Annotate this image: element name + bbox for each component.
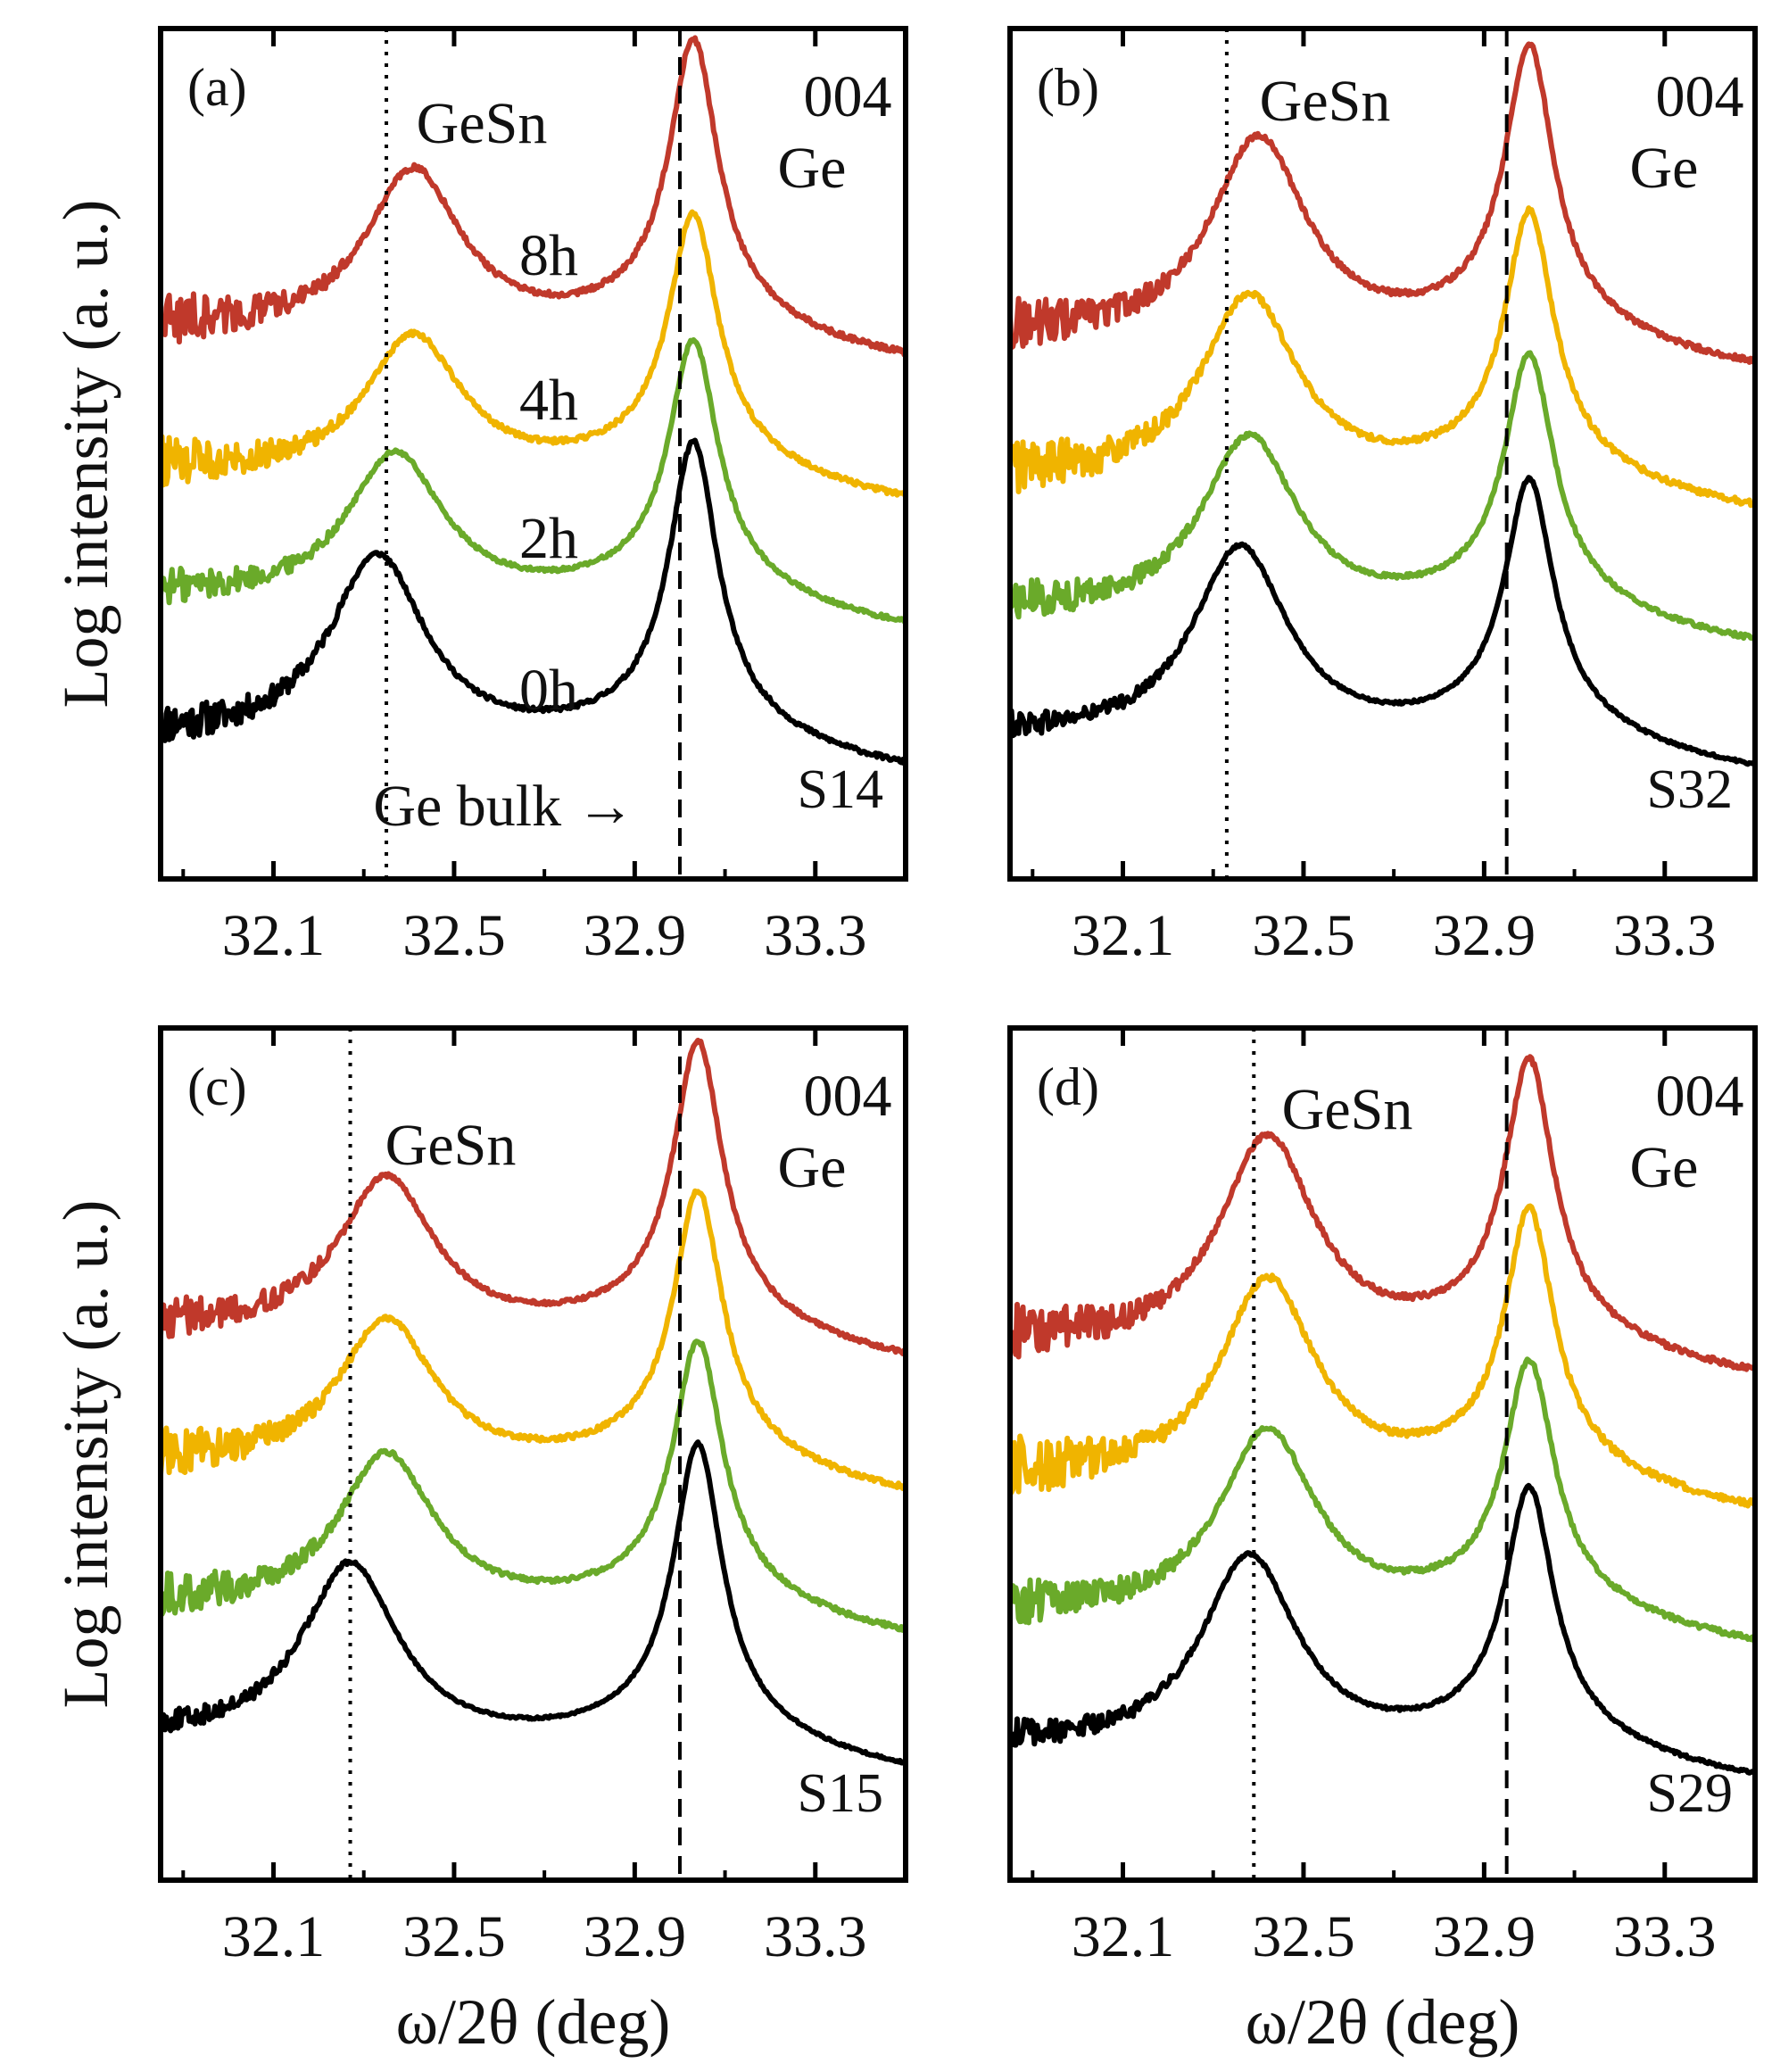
x-tick-label: 32.9 xyxy=(1433,1904,1536,1969)
x-tick-label: 32.9 xyxy=(584,1904,687,1969)
reflection-label: 004 xyxy=(804,64,892,129)
x-axis-label: ω/2θ (deg) xyxy=(396,1986,671,2058)
x-tick-label: 32.5 xyxy=(1252,1904,1355,1969)
x-tick-label: 32.1 xyxy=(222,903,326,968)
ge-peak-label: Ge xyxy=(1630,1135,1699,1200)
reflection-label: 004 xyxy=(1656,1064,1744,1129)
sample-label: S14 xyxy=(798,759,883,820)
panel-label: (b) xyxy=(1037,58,1099,117)
series-4h-line xyxy=(1010,205,1755,509)
panel-label: (d) xyxy=(1037,1057,1099,1116)
plot-frame xyxy=(158,1025,908,1883)
reflection-label: 004 xyxy=(1656,64,1744,129)
y-axis-label: Log intensity (a. u.) xyxy=(50,200,121,709)
x-tick-label: 32.1 xyxy=(1072,1904,1175,1969)
x-tick-label: 32.9 xyxy=(1433,903,1536,968)
traces xyxy=(1010,1054,1755,1777)
y-axis-label: Log intensity (a. u.) xyxy=(50,1200,121,1709)
x-tick-label: 33.3 xyxy=(1613,1904,1717,1969)
series-4h-line xyxy=(1010,1203,1755,1509)
gesn-peak-label: GeSn xyxy=(1282,1077,1413,1142)
x-tick-label: 33.3 xyxy=(764,903,867,968)
series-0h-line xyxy=(1010,1482,1755,1777)
sample-label: S32 xyxy=(1647,759,1733,820)
x-axis-label: ω/2θ (deg) xyxy=(1246,1986,1520,2058)
series-2h-line xyxy=(1010,1356,1755,1644)
series-2h-line xyxy=(1010,350,1755,642)
x-tick-label: 33.3 xyxy=(1613,903,1717,968)
plot-frame xyxy=(1007,1025,1758,1883)
anneal-time-label: 2h xyxy=(519,506,578,571)
sample-label: S29 xyxy=(1647,1763,1733,1824)
anneal-time-label: 8h xyxy=(519,223,578,288)
series-2h-line xyxy=(161,1339,906,1633)
panel-b: 32.1 32.5 32.9 33.3 (b) GeSn 004 Ge S32 xyxy=(1007,26,1758,968)
panel-label: (c) xyxy=(187,1057,247,1116)
gesn-peak-label: GeSn xyxy=(385,1113,517,1178)
series-4h-line xyxy=(161,1188,906,1492)
gesn-peak-label: GeSn xyxy=(1260,69,1391,134)
traces xyxy=(161,35,906,767)
x-tick-label: 32.5 xyxy=(402,903,506,968)
anneal-time-label: 0h xyxy=(519,658,578,723)
series-0h-line xyxy=(1010,475,1755,767)
ge-peak-label: Ge xyxy=(778,136,847,201)
series-0h-line xyxy=(161,1439,906,1766)
traces xyxy=(161,1037,906,1766)
x-tick-label: 32.9 xyxy=(584,903,687,968)
series-8h-line xyxy=(1010,41,1755,365)
gesn-peak-label: GeSn xyxy=(417,91,548,156)
series-0h-line xyxy=(161,437,906,767)
traces xyxy=(1010,41,1755,767)
ge-bulk-label: Ge bulk → xyxy=(373,774,634,839)
ge-peak-label: Ge xyxy=(1630,136,1699,201)
anneal-time-label: 4h xyxy=(519,368,578,433)
x-tick-label: 32.1 xyxy=(222,1904,326,1969)
series-8h-line xyxy=(161,1037,906,1356)
plot-frame xyxy=(158,26,908,882)
x-tick-label: 32.5 xyxy=(1252,903,1355,968)
series-8h-line xyxy=(1010,1054,1755,1372)
reflection-label: 004 xyxy=(804,1064,892,1129)
x-tick-label: 32.5 xyxy=(402,1904,506,1969)
x-tick-label: 33.3 xyxy=(764,1904,867,1969)
series-2h-line xyxy=(161,336,906,626)
x-tick-label: 32.1 xyxy=(1072,903,1175,968)
ge-peak-label: Ge xyxy=(778,1135,847,1200)
series-4h-line xyxy=(161,209,906,500)
series-8h-line xyxy=(161,35,906,358)
sample-label: S15 xyxy=(798,1763,883,1824)
panel-a: 32.1 32.5 32.9 33.3 (a) GeSn 004 Ge 8h 4h 2h 0h Ge b… xyxy=(50,26,908,968)
panel-label: (a) xyxy=(187,58,247,117)
plot-frame xyxy=(1007,26,1758,882)
